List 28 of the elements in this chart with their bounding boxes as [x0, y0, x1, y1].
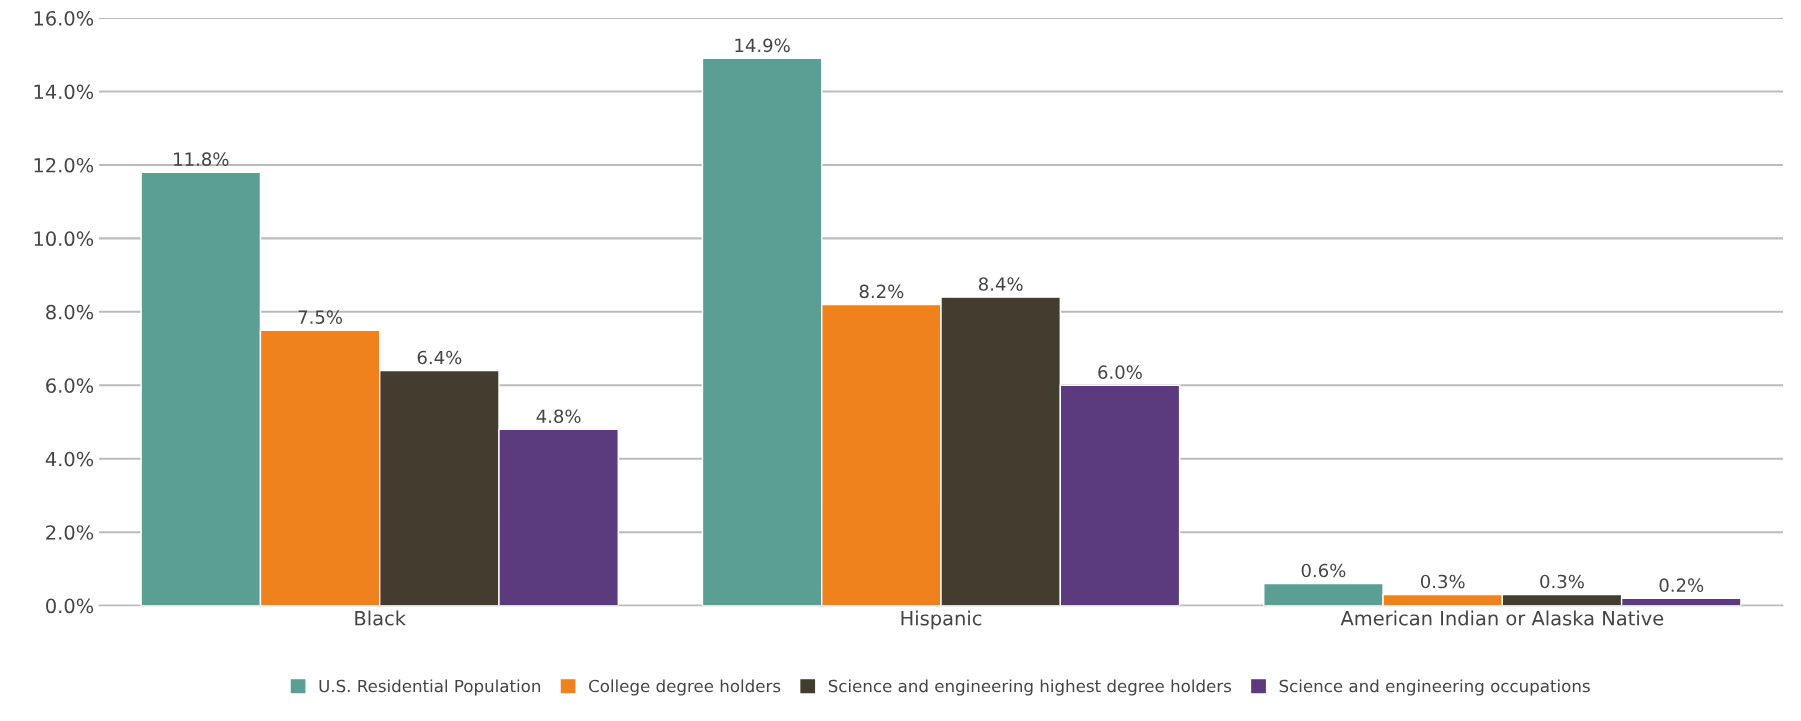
- y-tick-label: 14.0%: [34, 84, 94, 100]
- legend-label: College degree holders: [589, 679, 781, 696]
- data-label: 6.4%: [417, 350, 462, 365]
- data-label: 8.2%: [859, 284, 904, 299]
- x-tick-label: Hispanic: [901, 610, 982, 630]
- x-tick-label: Black: [355, 610, 406, 626]
- data-label: 8.4%: [978, 277, 1023, 291]
- y-tick-label: 8.0%: [46, 304, 94, 320]
- data-label: 11.8%: [174, 152, 229, 166]
- legend-label: Science and engineering occupations: [1279, 679, 1590, 696]
- y-tick-label: 6.0%: [46, 378, 94, 393]
- y-tick-label: 0.0%: [46, 598, 94, 614]
- data-label: 0.3%: [1420, 574, 1465, 589]
- data-label: 6.0%: [1098, 365, 1142, 380]
- y-tick-label: 16.0%: [34, 10, 94, 26]
- y-tick-label: 4.0%: [45, 451, 94, 467]
- data-label: 0.6%: [1301, 563, 1346, 578]
- data-label: 7.5%: [298, 310, 343, 324]
- y-tick-label: 10.0%: [34, 231, 94, 247]
- legend-label: U.S. Residential Population: [319, 679, 541, 696]
- x-tick-label: American Indian or Alaska Native: [1340, 610, 1664, 626]
- data-label: 0.2%: [1659, 578, 1704, 593]
- y-tick-label: 2.0%: [46, 525, 94, 540]
- data-label: 14.9%: [735, 38, 790, 53]
- data-label: 0.3%: [1540, 574, 1584, 589]
- y-tick-label: 12.0%: [34, 157, 94, 173]
- legend-label: Science and engineering highest degree holders: [828, 679, 1232, 696]
- data-label: 4.8%: [536, 409, 581, 424]
